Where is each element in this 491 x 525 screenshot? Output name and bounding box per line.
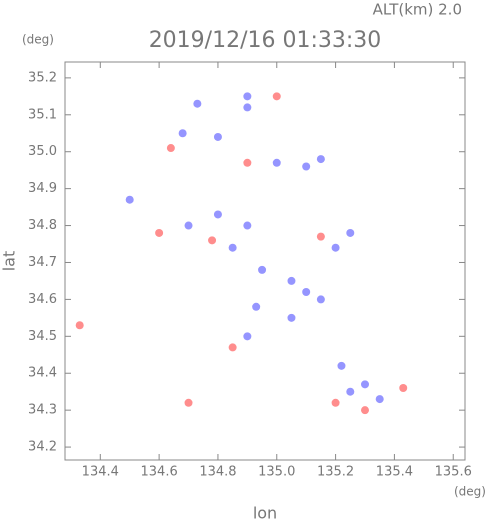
y-tick-label: 35.2 [28, 70, 57, 85]
y-tick-label: 34.2 [28, 440, 57, 455]
echo-point [243, 221, 252, 230]
echo-point [316, 232, 325, 241]
echo-point [184, 398, 193, 407]
y-tick-label: 34.8 [28, 218, 57, 233]
echo-point [243, 158, 252, 167]
y-tick-label: 34.3 [28, 403, 57, 418]
echo-point [193, 99, 202, 108]
echo-point [302, 162, 311, 171]
echo-point [316, 295, 325, 304]
echo-point [399, 384, 408, 393]
echo-point [213, 210, 222, 219]
echo-point [346, 387, 355, 396]
echo-point [243, 332, 252, 341]
y-unit: (deg) [22, 33, 54, 47]
x-unit: (deg) [454, 485, 486, 499]
y-tick-label: 34.5 [28, 329, 57, 344]
echo-point [272, 158, 281, 167]
x-tick-label: 135.4 [376, 465, 413, 480]
echo-point [213, 132, 222, 141]
echo-point [155, 228, 164, 237]
chart-title: 2019/12/16 01:33:30 [149, 28, 382, 53]
echo-point [331, 243, 340, 252]
y-tick-label: 34.9 [28, 181, 57, 196]
echo-point [361, 406, 369, 415]
x-tick-label: 134.6 [141, 465, 178, 480]
echo-point [243, 103, 252, 112]
x-tick-label: 135.2 [317, 465, 354, 480]
echo-point [375, 395, 384, 404]
altitude-label: ALT(km) 2.0 [373, 1, 462, 19]
y-tick-label: 34.4 [28, 366, 57, 381]
echo-point [346, 228, 355, 237]
echo-point [258, 265, 267, 274]
echo-point [125, 195, 134, 204]
y-tick-label: 34.6 [28, 292, 57, 307]
echo-point [208, 236, 217, 245]
y-axis-label: lat [0, 251, 19, 272]
echo-point [243, 92, 252, 101]
echo-point [337, 361, 346, 370]
echo-point [361, 380, 369, 389]
echo-point [252, 302, 261, 311]
plot-frame [64, 61, 466, 461]
x-axis-label: lon [253, 504, 277, 522]
echo-point [75, 321, 84, 330]
echo-point [302, 288, 311, 297]
echo-point [272, 92, 281, 101]
x-tick-label: 134.4 [82, 465, 119, 480]
echo-point [316, 155, 325, 164]
y-tick-label: 35.0 [28, 144, 57, 159]
x-tick-label: 134.8 [199, 465, 236, 480]
y-tick-label: 35.1 [28, 107, 57, 122]
echo-point [166, 144, 175, 153]
echo-point [287, 276, 296, 285]
x-tick-label: 135.6 [435, 465, 472, 480]
echo-point [331, 398, 340, 407]
y-tick-label: 34.7 [28, 255, 57, 270]
echo-point [184, 221, 193, 230]
echo-point [287, 313, 296, 322]
x-tick-label: 135.0 [258, 465, 295, 480]
echo-point [228, 343, 237, 352]
echo-point [178, 129, 187, 138]
echo-point [228, 243, 237, 252]
